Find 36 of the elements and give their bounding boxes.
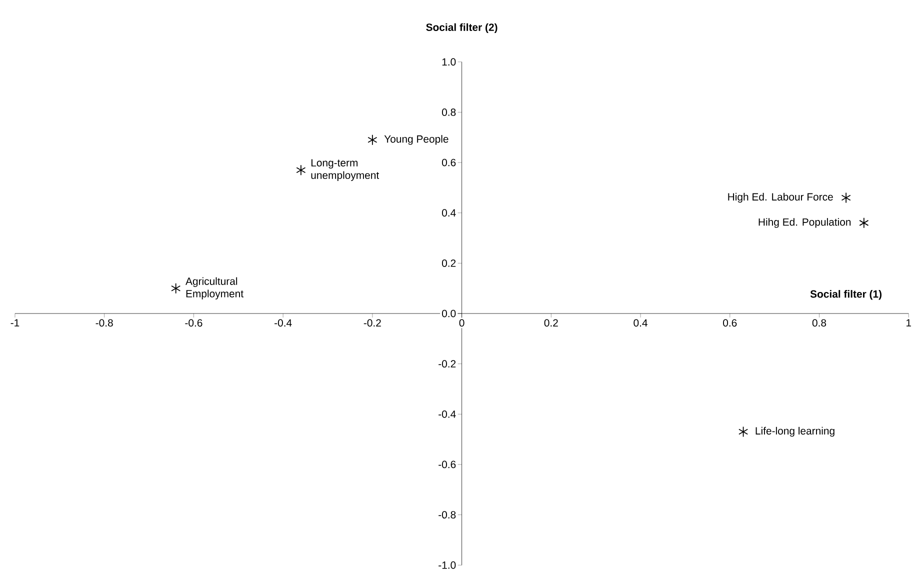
x-tick-label: 0.4 [634, 319, 648, 327]
y-tick-label: 1.0 [442, 58, 456, 66]
x-tick-label: -0.4 [274, 319, 292, 327]
annotation: Hihg Ed. Population [758, 218, 851, 228]
x-tick-label: -0.6 [185, 319, 202, 327]
x-tick-label: 0.8 [812, 319, 826, 327]
y-tick-label: -0.2 [438, 360, 456, 368]
annotation: Life-long learning [756, 426, 834, 437]
y-tick-label: -0.6 [438, 460, 456, 468]
x-tick-label: 0 [459, 319, 464, 327]
point [841, 192, 851, 204]
point [296, 164, 306, 176]
y-tick-label: 0.0 [442, 310, 456, 318]
x-tick-label: 1 [906, 319, 911, 326]
y-tick-label: 0.2 [442, 259, 456, 267]
y-tick-label: 0.4 [442, 209, 456, 217]
annotation: Young People [384, 134, 448, 145]
x-tick-label: 0.6 [723, 319, 737, 327]
x-tick-label: -1 [10, 319, 20, 326]
x-tick-label: -0.8 [96, 319, 113, 327]
annotation: Long-term unemployment [311, 159, 380, 181]
point [738, 426, 748, 438]
point [859, 217, 869, 228]
y-axis-title: Social filter (2) [426, 23, 498, 34]
y-tick-label: -0.8 [438, 511, 456, 518]
annotation: Agricultural Employment [186, 277, 244, 300]
y-tick-label: -1.0 [438, 561, 456, 569]
y-tick-label: 0.8 [442, 108, 456, 116]
point [171, 282, 181, 294]
annotation: High Ed. Labour Force [728, 192, 833, 203]
point [368, 134, 378, 146]
y-tick-label: 0.6 [442, 158, 456, 166]
y-tick-label: -0.4 [438, 410, 456, 418]
x-axis-title: Social filter (1) [810, 290, 882, 300]
x-tick-label: 0.2 [544, 319, 558, 327]
x-tick-label: -0.2 [364, 319, 381, 327]
